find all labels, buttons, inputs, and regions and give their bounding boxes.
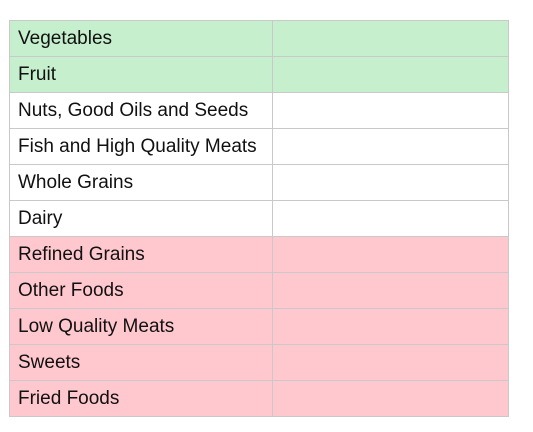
cell-value[interactable] xyxy=(272,272,509,309)
cell-label[interactable]: Refined Grains xyxy=(9,236,273,273)
table-row: Other Foods xyxy=(9,272,509,309)
cell-label[interactable]: Fruit xyxy=(9,56,273,93)
cell-value[interactable] xyxy=(272,56,509,93)
table-row: Whole Grains xyxy=(9,164,509,201)
table-body: Vegetables Fruit Nuts, Good Oils and See… xyxy=(9,20,509,417)
cell-label[interactable]: Vegetables xyxy=(9,20,273,57)
table-row: Nuts, Good Oils and Seeds xyxy=(9,92,509,129)
table-row: Refined Grains xyxy=(9,236,509,273)
table-row: Fish and High Quality Meats xyxy=(9,128,509,165)
food-category-table: Vegetables Fruit Nuts, Good Oils and See… xyxy=(9,20,509,417)
table-row: Vegetables xyxy=(9,20,509,57)
cell-value[interactable] xyxy=(272,200,509,237)
table-row: Fried Foods xyxy=(9,380,509,417)
cell-label[interactable]: Other Foods xyxy=(9,272,273,309)
table-row: Dairy xyxy=(9,200,509,237)
cell-value[interactable] xyxy=(272,128,509,165)
cell-label[interactable]: Low Quality Meats xyxy=(9,308,273,345)
cell-value[interactable] xyxy=(272,164,509,201)
cell-value[interactable] xyxy=(272,20,509,57)
table-row: Low Quality Meats xyxy=(9,308,509,345)
cell-label[interactable]: Sweets xyxy=(9,344,273,381)
cell-value[interactable] xyxy=(272,236,509,273)
cell-label[interactable]: Fried Foods xyxy=(9,380,273,417)
cell-label[interactable]: Nuts, Good Oils and Seeds xyxy=(9,92,273,129)
cell-value[interactable] xyxy=(272,380,509,417)
cell-label[interactable]: Fish and High Quality Meats xyxy=(9,128,273,165)
cell-label[interactable]: Dairy xyxy=(9,200,273,237)
cell-value[interactable] xyxy=(272,92,509,129)
table-row: Fruit xyxy=(9,56,509,93)
table-row: Sweets xyxy=(9,344,509,381)
cell-value[interactable] xyxy=(272,308,509,345)
cell-label[interactable]: Whole Grains xyxy=(9,164,273,201)
cell-value[interactable] xyxy=(272,344,509,381)
